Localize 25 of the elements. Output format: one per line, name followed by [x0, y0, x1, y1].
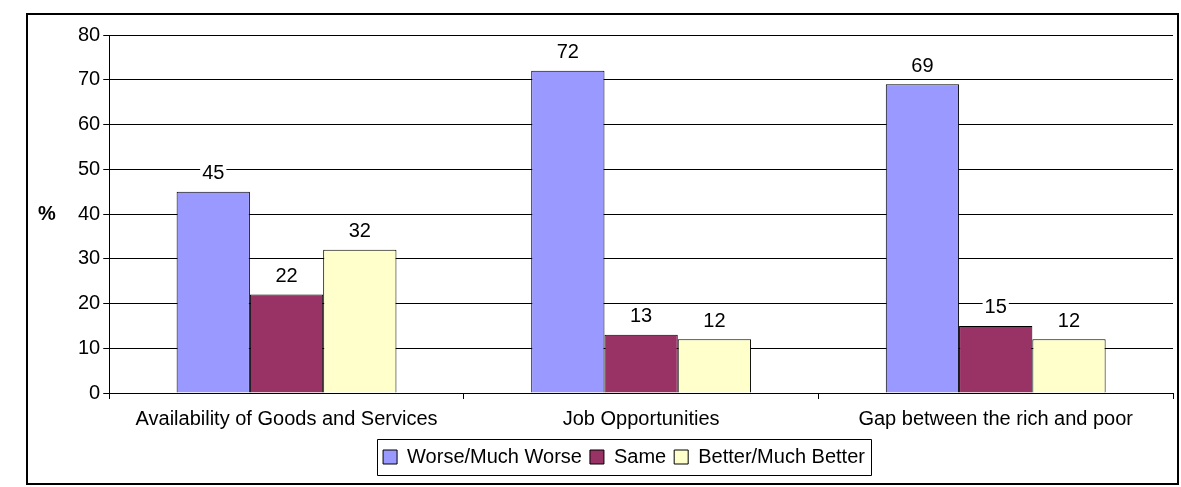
- y-tick-label: 70: [78, 67, 101, 90]
- data-label: 45: [202, 161, 225, 184]
- y-tick-label: 50: [78, 156, 101, 179]
- y-tick-label: 40: [78, 201, 101, 224]
- x-tick-label: Job Opportunities: [562, 406, 720, 429]
- y-tick-label: 0: [89, 380, 101, 403]
- y-tick-label: 30: [78, 246, 101, 269]
- data-label: 12: [1057, 308, 1081, 331]
- data-label: 32: [348, 219, 371, 242]
- data-label: 72: [556, 40, 579, 63]
- data-label: 69: [911, 53, 934, 76]
- y-axis-title: %: [38, 201, 57, 224]
- legend-label: Better/Much Better: [698, 444, 866, 467]
- data-label: 22: [275, 264, 298, 287]
- y-tick-label: 10: [78, 335, 101, 358]
- y-tick-label: 60: [78, 112, 101, 135]
- x-tick-label: Availability of Goods and Services: [135, 406, 438, 429]
- y-tick-label: 20: [78, 291, 101, 314]
- y-tick-label: 80: [78, 22, 101, 45]
- legend-label: Same: [613, 444, 667, 467]
- data-label: 15: [984, 295, 1007, 318]
- data-label: 12: [703, 308, 726, 331]
- legend-label: Worse/Much Worse: [407, 444, 582, 467]
- data-label: 13: [630, 304, 653, 327]
- x-tick-label: Gap between the rich and poor: [858, 406, 1134, 429]
